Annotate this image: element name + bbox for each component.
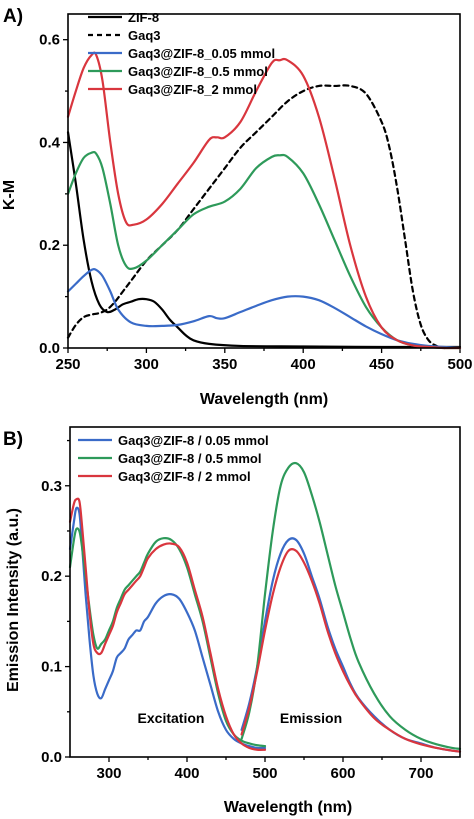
- panel-a-x-tick-label: 500: [447, 356, 472, 373]
- panel-b-y-tick-label: 0.3: [41, 478, 62, 495]
- excitation-annotation: Excitation: [138, 710, 205, 726]
- panel-a-plot-frame: [67, 13, 461, 349]
- panel-a-x-tick-label: 450: [369, 356, 394, 373]
- panel-b-x-axis-title: Wavelength (nm): [224, 799, 352, 816]
- panel-b-legend-label-gaq3-zif-8-2-mmol: Gaq3@ZIF-8 / 2 mmol: [118, 469, 251, 484]
- panel-a-label: A): [3, 6, 23, 27]
- panel-a-series-zif-8-line: [66, 131, 462, 349]
- panel-a-y-tick-label: 0.4: [39, 134, 61, 151]
- panel-a-legend-label-gaq3-zif-8-0-05-mmol: Gaq3@ZIF-8_0.05 mmol: [128, 46, 275, 61]
- panel-b-y-tick-label: 0.1: [41, 659, 62, 676]
- panel-b-series-gaq3-zif-8-0-05-mmol-excitation-line: [68, 506, 267, 750]
- emission-annotation: Emission: [280, 710, 342, 726]
- panel-b-y-tick-label: 0.0: [41, 749, 62, 766]
- panel-a-series-gaq3-line: [66, 84, 446, 350]
- panel-b-axes-frame: [69, 426, 461, 758]
- panel-b-x-tick-label: 600: [330, 765, 355, 782]
- panel-b-chart: B) Emission Intensity (a.u.) Wavelength …: [3, 426, 462, 816]
- panel-a-legend-label-gaq3-zif-8-0-5-mmol: Gaq3@ZIF-8_0.5 mmol: [128, 64, 268, 79]
- panel-a-ticks: 250 300 350 400 450 500 0.0 0.2 0.4 0.6: [39, 32, 472, 373]
- panel-a-x-tick-label: 250: [55, 356, 80, 373]
- panel-a-legend-label-gaq3-zif-8-2-mmol: Gaq3@ZIF-8_2 mmol: [128, 82, 257, 97]
- panel-b-series: [68, 461, 462, 753]
- panel-b-ticks: 300 400 500 600 700 0.0 0.1 0.2 0.3: [41, 439, 434, 782]
- panel-a-legend: ZIF-8 Gaq3 Gaq3@ZIF-8_0.05 mmol Gaq3@ZIF-8_…: [88, 10, 275, 97]
- panel-a-y-axis-title: K-M: [1, 180, 18, 210]
- panel-b-plot-frame: [69, 426, 461, 758]
- panel-b-legend: Gaq3@ZIF-8 / 0.05 mmol Gaq3@ZIF-8 / 0.5 m…: [78, 433, 269, 484]
- panel-b-x-tick-label: 500: [252, 765, 277, 782]
- panel-b-legend-label-gaq3-zif-8-0-5-mmol: Gaq3@ZIF-8 / 0.5 mmol: [118, 451, 261, 466]
- panel-b-series-gaq3-zif-8-0-05-mmol-emission-line: [240, 537, 462, 753]
- panel-b-label: B): [3, 429, 23, 450]
- panel-b-series-gaq3-zif-8-0-5-mmol-emission-line: [240, 461, 462, 750]
- panel-a-x-tick-label: 350: [212, 356, 237, 373]
- panel-b-y-axis-title: Emission Intensity (a.u.): [5, 508, 22, 692]
- panel-a-series: [66, 51, 462, 350]
- panel-a-series-gaq3-zif-8-0-05-mmol-line: [66, 268, 462, 350]
- panel-a-chart: A) K-M Wavelength (nm) 250 300 350 400 450 50…: [1, 6, 473, 408]
- panel-b-x-tick-label: 300: [96, 765, 121, 782]
- panel-b-series-gaq3-zif-8-2-mmol-emission-line: [240, 548, 462, 753]
- panel-b-x-tick-label: 400: [174, 765, 199, 782]
- panel-a-axes-frame: [67, 13, 461, 349]
- panel-a-series-gaq3-zif-8-2-mmol-line: [66, 51, 462, 350]
- panel-a-y-tick-label: 0.0: [39, 340, 60, 357]
- panel-a-x-tick-label: 300: [134, 356, 159, 373]
- panel-a-legend-label-gaq3: Gaq3: [128, 28, 161, 43]
- panel-a-x-tick-label: 400: [291, 356, 316, 373]
- panel-b-y-tick-label: 0.2: [41, 568, 62, 585]
- panel-a-y-tick-label: 0.6: [39, 32, 60, 49]
- panel-b-series-gaq3-zif-8-2-mmol-excitation-line: [68, 497, 267, 752]
- panel-b-x-tick-label: 700: [408, 765, 433, 782]
- panel-a-x-axis-title: Wavelength (nm): [200, 391, 328, 408]
- panel-a-y-tick-label: 0.2: [39, 237, 60, 254]
- panel-b-legend-label-gaq3-zif-8-0-05-mmol: Gaq3@ZIF-8 / 0.05 mmol: [118, 433, 269, 448]
- panel-a-legend-label-zif-8: ZIF-8: [128, 10, 159, 25]
